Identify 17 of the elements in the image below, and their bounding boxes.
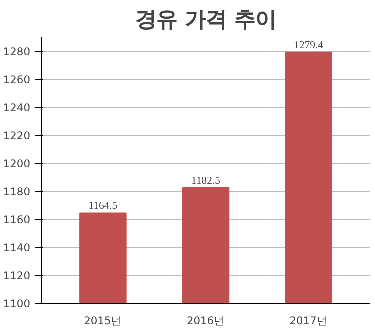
y-tick-label: 1280: [3, 46, 31, 58]
y-tick-label: 1240: [3, 102, 31, 114]
y-tick-label: 1260: [3, 74, 31, 86]
data-label: 1164.5: [88, 201, 118, 212]
y-tick-label: 1220: [3, 130, 31, 142]
y-tick-label: 1100: [3, 298, 31, 310]
y-tick-label: 1140: [3, 242, 31, 254]
chart-title: 경유 가격 추이: [136, 8, 276, 32]
y-tick-label: 1160: [3, 214, 31, 226]
x-tick-label: 2015년: [84, 314, 122, 328]
data-label: 1182.5: [192, 176, 220, 187]
data-label: 1279.4: [294, 40, 324, 52]
x-tick-label: 2017년: [290, 314, 328, 328]
y-tick-label: 1200: [3, 158, 31, 170]
y-tick-label: 1180: [3, 186, 31, 198]
x-tick-label: 2016년: [186, 314, 226, 328]
y-tick-label: 1120: [3, 270, 31, 282]
